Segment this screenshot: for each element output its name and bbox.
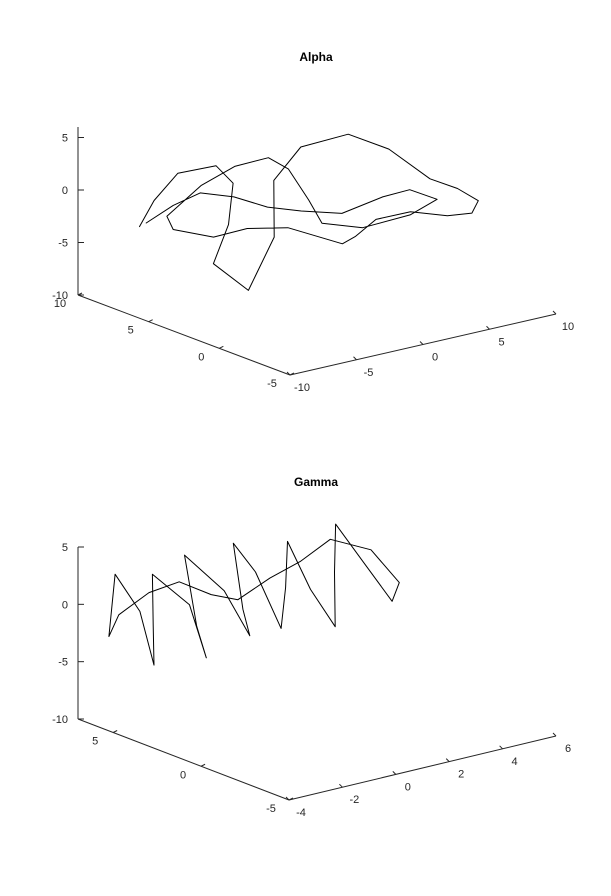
x-tick-mark — [286, 371, 291, 376]
x-tick-label: -4 — [296, 807, 306, 819]
x-tick-label: 10 — [562, 321, 574, 333]
y-tick-mark — [112, 730, 118, 733]
y-tick-mark — [148, 319, 153, 323]
x-tick-mark — [339, 783, 343, 788]
z-tick-label: 0 — [62, 185, 68, 197]
y-tick-mark — [288, 797, 294, 801]
y-tick-label: 5 — [92, 736, 98, 748]
x-axis-line-gamma — [288, 735, 557, 801]
y-tick-mark — [200, 763, 206, 767]
x-tick-label: 6 — [565, 743, 571, 755]
x-tick-label: 0 — [405, 781, 411, 793]
y-tick-label: -5 — [266, 803, 276, 815]
data-line-gamma — [108, 523, 400, 666]
z-tick-label: -5 — [58, 657, 68, 669]
x-tick-label: 0 — [432, 352, 438, 364]
z-tick-label: -10 — [52, 290, 68, 302]
y-tick-mark — [219, 345, 224, 349]
x-tick-label: 5 — [498, 336, 504, 348]
x-tick-mark — [445, 758, 450, 762]
chart-title-alpha: Alpha — [299, 50, 333, 64]
data-line-alpha — [139, 133, 479, 291]
x-tick-mark — [285, 796, 290, 801]
ticks-gamma: -4 -2 0 2 4 6 -5 0 5 -10 -5 0 5 — [52, 542, 571, 819]
x-tick-label: -5 — [364, 367, 374, 379]
x-tick-mark — [353, 356, 357, 361]
z-tick-label: -5 — [58, 238, 68, 250]
y-axis-line-alpha — [77, 294, 291, 376]
x-tick-mark — [499, 745, 503, 750]
x-tick-label: -2 — [350, 794, 360, 806]
x-tick-mark — [552, 732, 557, 737]
subplot-gamma: Gamma -4 -2 0 2 4 6 -5 0 5 -10 -5 0 5 — [52, 475, 571, 819]
chart-title-gamma: Gamma — [294, 475, 338, 489]
x-tick-label: 4 — [512, 756, 518, 768]
x-tick-mark — [392, 771, 397, 775]
x-tick-label: -10 — [294, 382, 310, 394]
y-axis-line-gamma — [77, 718, 290, 801]
x-tick-label: 2 — [458, 769, 464, 781]
y-tick-label: -5 — [267, 378, 277, 390]
z-tick-label: 5 — [62, 542, 68, 554]
z-tick-label: -10 — [52, 714, 68, 726]
x-tick-mark — [419, 341, 424, 345]
y-tick-label: 0 — [180, 769, 186, 781]
z-tick-label: 5 — [62, 133, 68, 145]
y-tick-label: 5 — [128, 325, 134, 337]
y-tick-label: 0 — [198, 351, 204, 363]
y-tick-mark — [289, 372, 295, 376]
y-tick-label: 10 — [54, 298, 66, 310]
x-tick-mark — [552, 310, 557, 315]
z-tick-label: 0 — [62, 599, 68, 611]
x-tick-mark — [486, 325, 490, 330]
